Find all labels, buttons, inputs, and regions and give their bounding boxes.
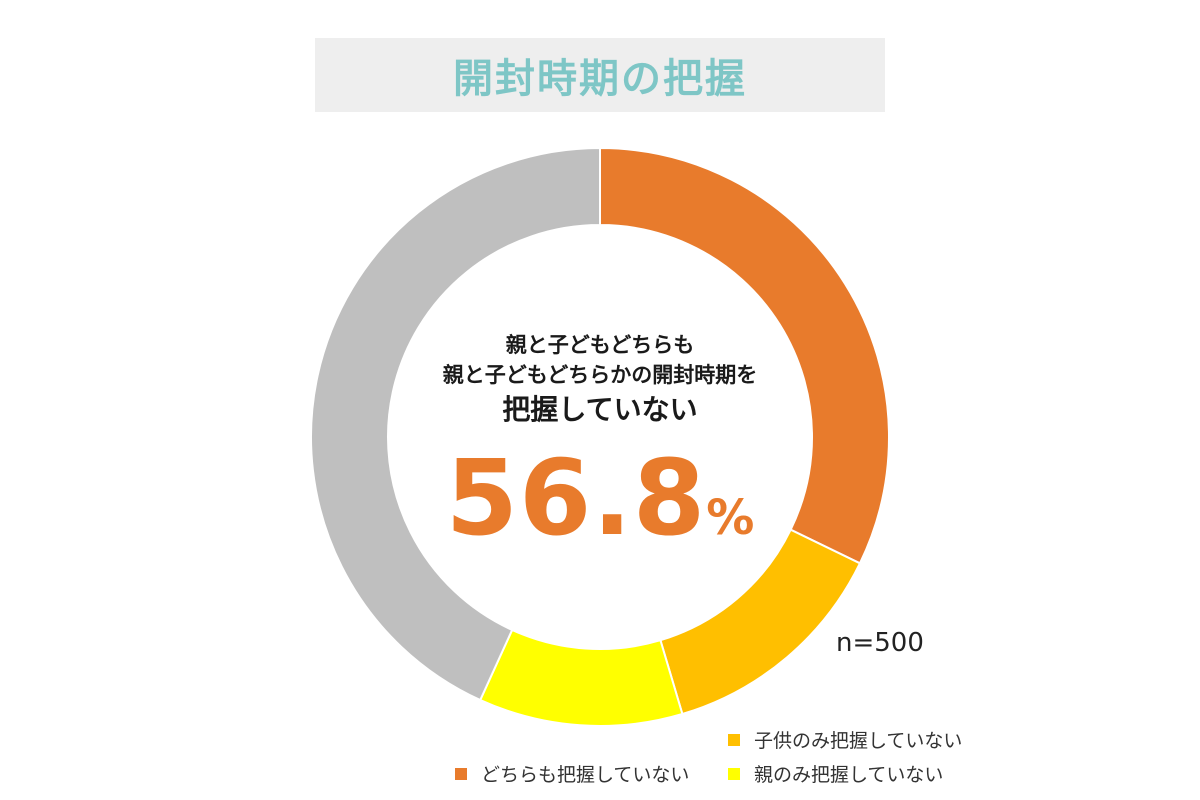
- donut-slice-2: [478, 628, 684, 727]
- center-caption: 親と子どもどちらも 親と子どもどちらかの開封時期を 把握していない: [400, 330, 800, 430]
- legend-item-neither: どちらも把握していない: [455, 760, 689, 787]
- legend-item-child-only: 子供のみ把握していない: [728, 726, 962, 753]
- legend-swatch-child-only: [728, 733, 740, 746]
- legend-label-neither: どちらも把握していない: [481, 764, 690, 786]
- headline-unit: %: [706, 490, 755, 546]
- legend-label-parent-only: 親のみ把握していない: [754, 764, 944, 786]
- center-caption-line1: 親と子どもどちらも: [505, 333, 695, 357]
- sample-size-label: n=500: [836, 628, 924, 658]
- chart-title: 開封時期の把握: [453, 56, 747, 102]
- center-caption-line2: 親と子どもどちらかの開封時期を: [442, 363, 758, 387]
- title-banner: 開封時期の把握: [315, 38, 885, 112]
- donut-slice-3: [310, 146, 601, 702]
- donut-slice-0: [599, 146, 890, 565]
- headline-value: 56.8: [445, 437, 707, 559]
- legend-item-parent-only: 親のみ把握していない: [728, 760, 943, 787]
- legend-label-child-only: 子供のみ把握していない: [754, 730, 963, 752]
- headline-percentage: 56.8%: [400, 438, 800, 558]
- legend-swatch-parent-only: [728, 767, 740, 780]
- center-caption-line3: 把握していない: [502, 393, 698, 426]
- legend-swatch-neither: [455, 767, 467, 780]
